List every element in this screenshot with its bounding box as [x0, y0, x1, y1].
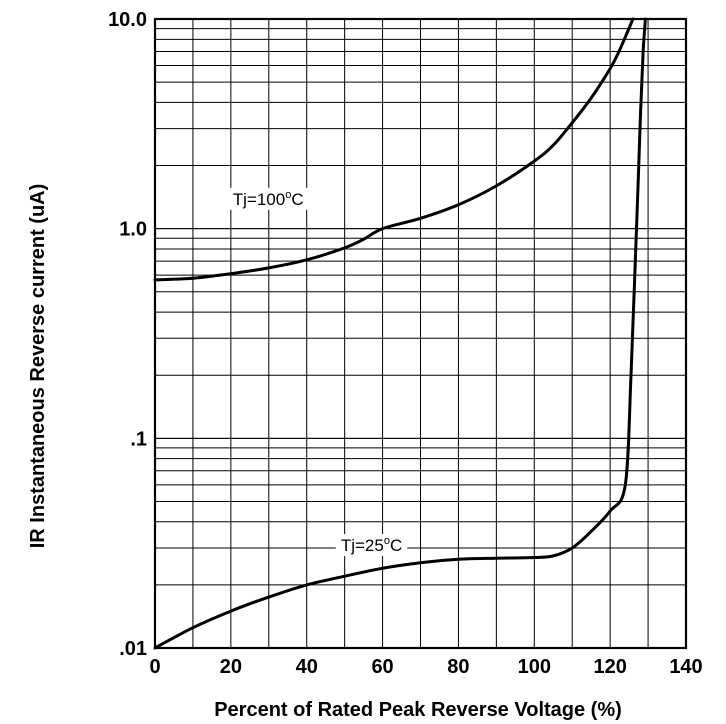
series-label-unit: C: [390, 536, 402, 555]
y-tick-label: 10.0: [108, 9, 147, 31]
y-tick-label: 1.0: [119, 219, 147, 241]
x-tick-label: 20: [220, 656, 242, 678]
y-axis-ticks: .01 .1 1.0 10.0: [108, 9, 147, 660]
y-axis-title-prefix: IR: [27, 528, 49, 549]
series-label-degree: o: [384, 535, 390, 547]
series-label-unit: C: [291, 190, 303, 209]
grid: [154, 18, 687, 649]
y-axis-title-rest: Instantaneous Reverse current (uA): [27, 184, 49, 529]
x-tick-label: 100: [518, 656, 551, 678]
x-tick-label: 0: [149, 656, 160, 678]
series-1-label: Tj=100oC: [227, 187, 309, 210]
series-2-label: Tj=25oC: [335, 534, 408, 557]
series-label-background: [227, 187, 309, 210]
series-label-main: Tj=25: [341, 536, 384, 555]
series-1-line: [153, 17, 635, 282]
series-2-line: [153, 17, 647, 650]
series-label-main: Tj=100: [233, 190, 285, 209]
curves: [153, 17, 647, 650]
y-tick-label: .01: [119, 638, 147, 660]
x-tick-label: 120: [593, 656, 626, 678]
x-tick-label: 80: [447, 656, 469, 678]
series-label-degree: o: [285, 189, 291, 201]
x-tick-label: 60: [371, 656, 393, 678]
y-tick-label: .1: [130, 428, 147, 450]
x-axis-ticks: 0 20 40 60 80 100 120 140: [149, 656, 702, 678]
x-axis-title: Percent of Rated Peak Reverse Voltage (%…: [214, 699, 622, 721]
x-tick-label: 140: [669, 656, 702, 678]
y-axis-title: IR Instantaneous Reverse current (uA): [27, 184, 49, 549]
x-tick-label: 40: [296, 656, 318, 678]
series-label-background: [335, 534, 408, 557]
plot-frame: [153, 17, 688, 650]
series-label-text: Tj=100oC: [233, 189, 304, 209]
series-label-text: Tj=25oC: [341, 535, 402, 555]
